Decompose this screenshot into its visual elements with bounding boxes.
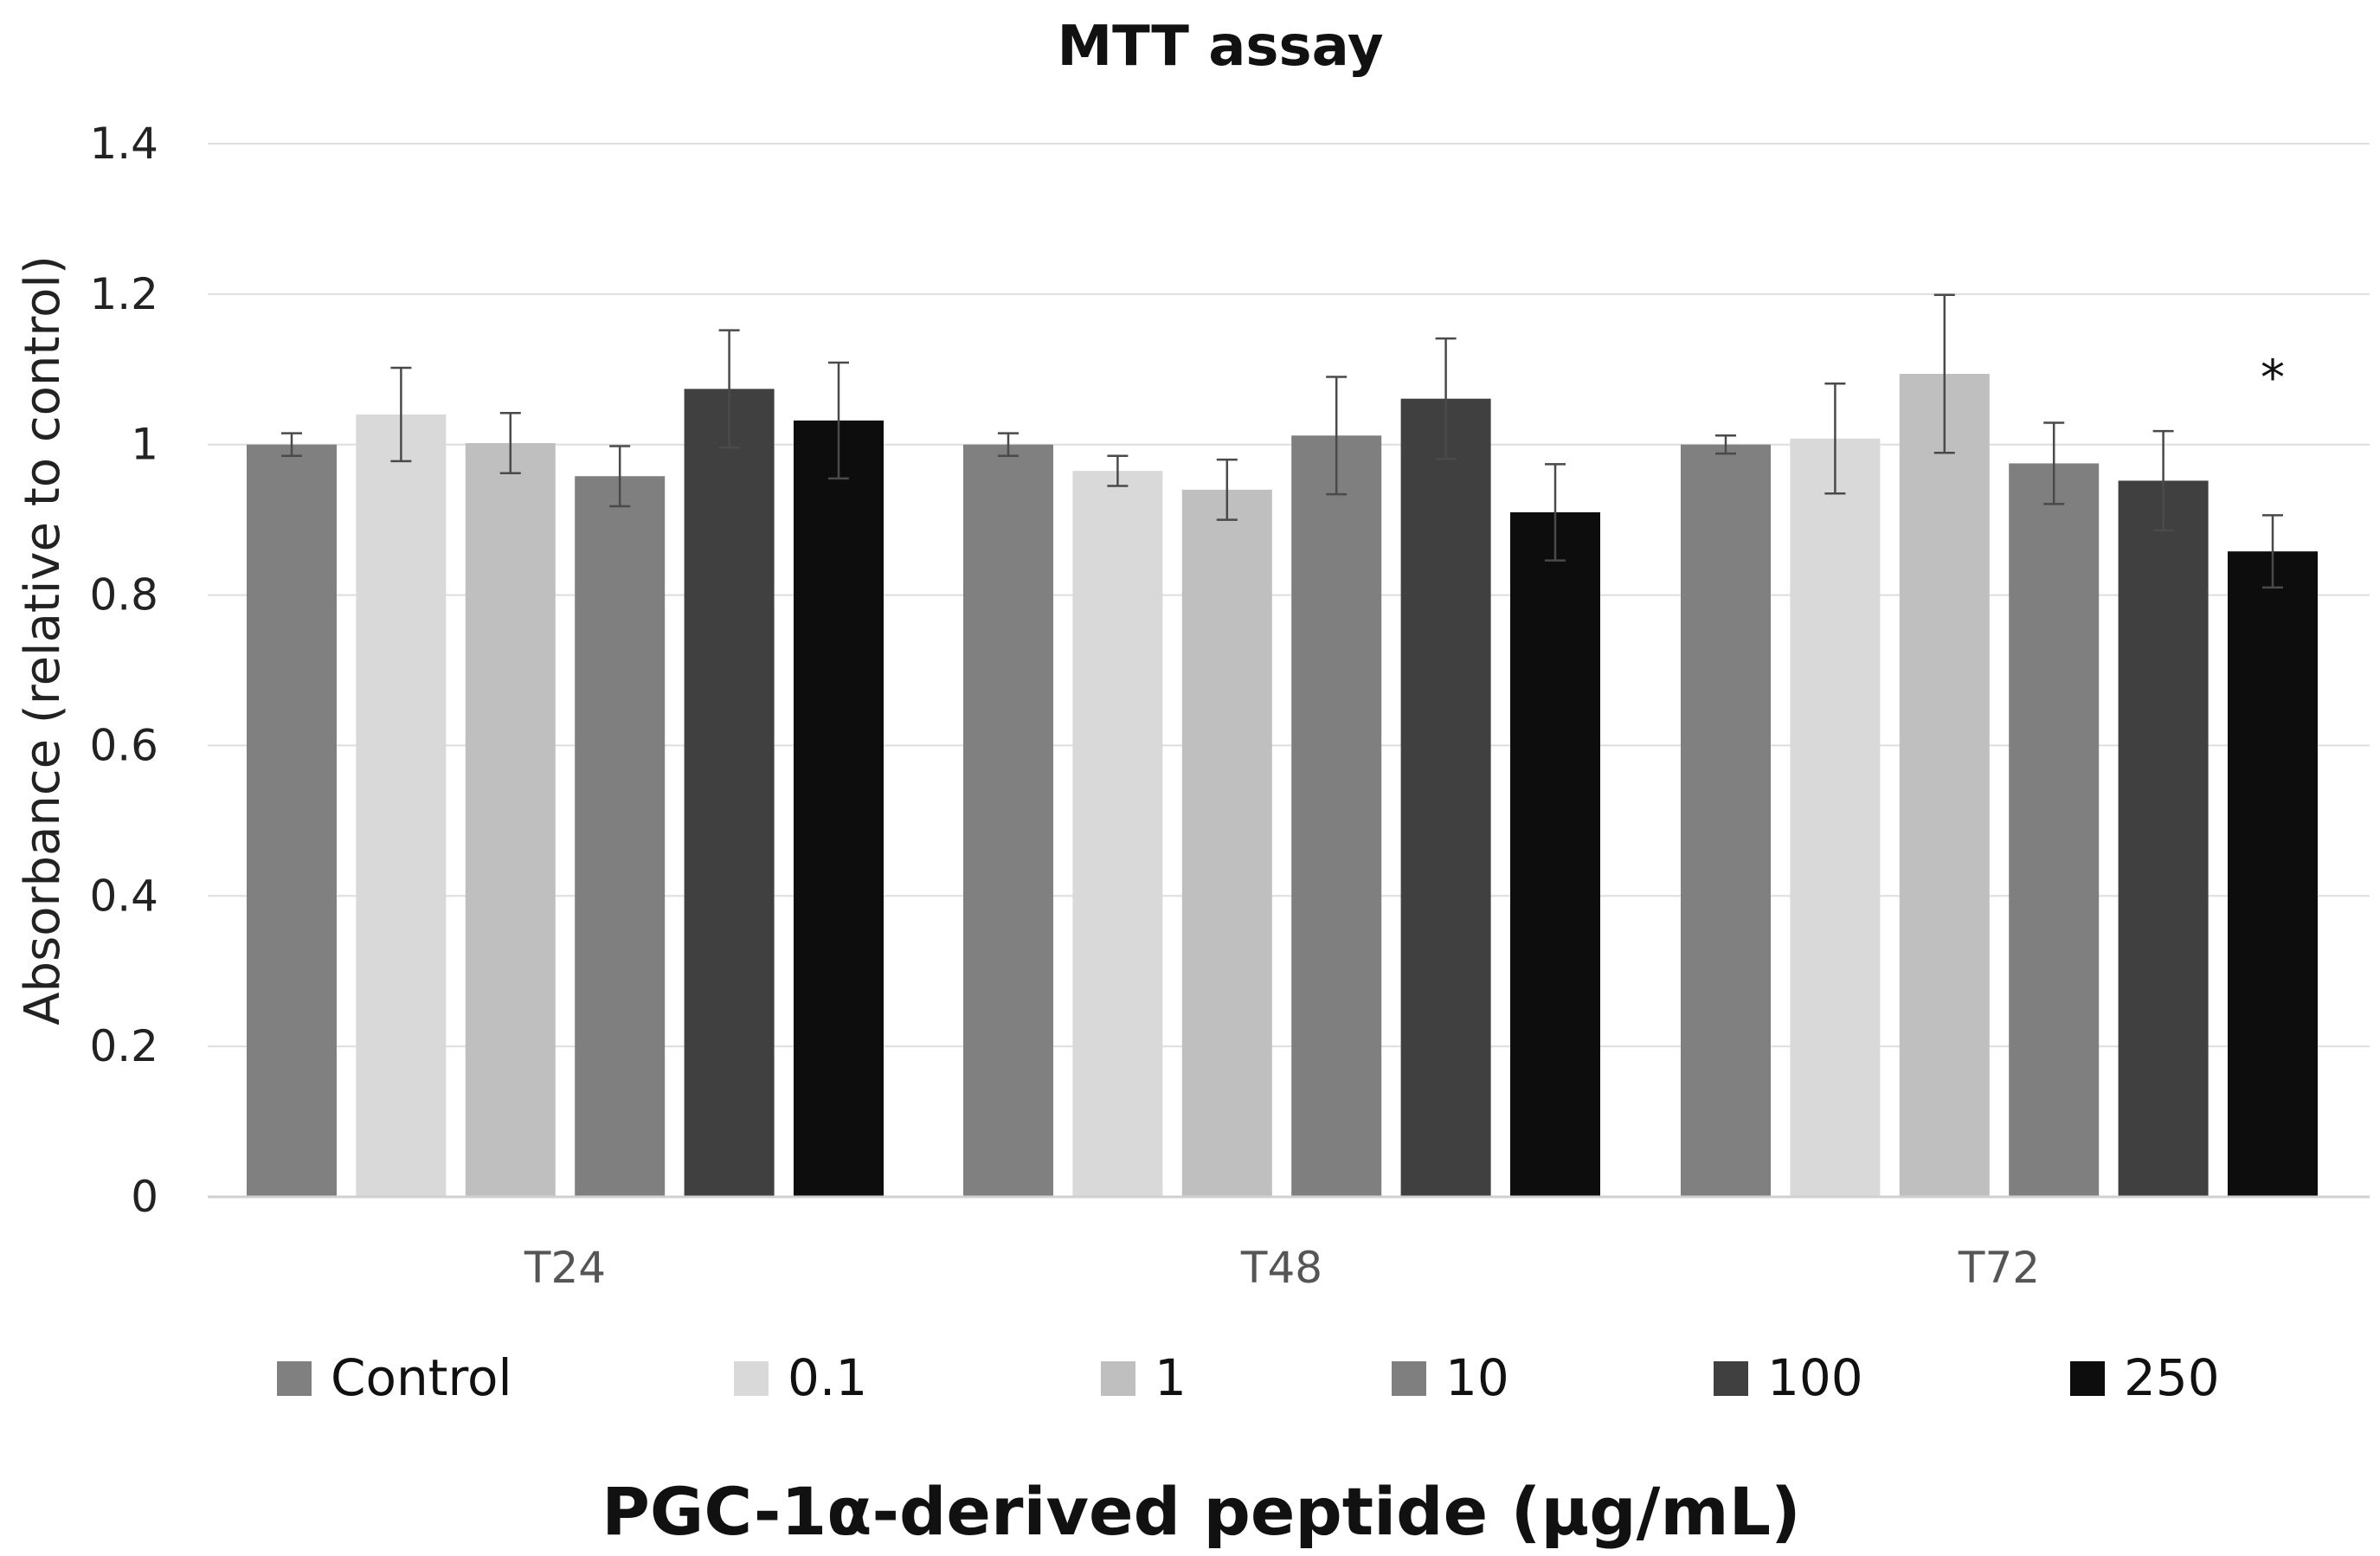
bar-t72-250 bbox=[2228, 551, 2318, 1197]
y-tick-label-5: 1 bbox=[131, 420, 158, 470]
bar-t48-1 bbox=[1181, 489, 1272, 1197]
bar-t72-control bbox=[1681, 444, 1771, 1197]
legend-item-250: 250 bbox=[2070, 1348, 2220, 1407]
bar-t48-250 bbox=[1510, 511, 1600, 1197]
legend-swatch-0 bbox=[277, 1361, 312, 1396]
bar-t48-10 bbox=[1291, 435, 1382, 1198]
gridlines bbox=[208, 143, 2370, 1048]
bar-t72-1 bbox=[1899, 374, 1990, 1197]
legend-label-5: 250 bbox=[2124, 1348, 2220, 1407]
x-category-label-t48: T48 bbox=[1240, 1243, 1322, 1293]
legend: Control 0.1 1 10 100 250 bbox=[277, 1348, 2220, 1407]
significance-marker-0: * bbox=[2261, 350, 2285, 406]
y-tick-label-2: 0.4 bbox=[89, 871, 158, 921]
legend-label-4: 100 bbox=[1767, 1348, 1863, 1407]
legend-label-2: 1 bbox=[1155, 1348, 1187, 1407]
legend-item-10: 10 bbox=[1392, 1348, 1509, 1407]
bar-t72-0_1 bbox=[1790, 438, 1881, 1197]
bar-t24-10 bbox=[575, 476, 666, 1197]
legend-item-control: Control bbox=[277, 1348, 512, 1407]
error-bars bbox=[281, 293, 2283, 589]
y-tick-label-4: 0.8 bbox=[89, 570, 158, 620]
bar-t24-250 bbox=[794, 420, 884, 1197]
y-tick-label-6: 1.2 bbox=[89, 269, 158, 319]
legend-item-0_1: 0.1 bbox=[734, 1348, 867, 1407]
y-tick-label-1: 0.2 bbox=[89, 1021, 158, 1071]
legend-item-1: 1 bbox=[1101, 1348, 1187, 1407]
y-tick-label-3: 0.6 bbox=[89, 720, 158, 770]
bar-t24-100 bbox=[684, 389, 775, 1197]
legend-swatch-3 bbox=[1392, 1361, 1426, 1396]
legend-swatch-4 bbox=[1714, 1361, 1748, 1396]
bar-t48-100 bbox=[1400, 398, 1491, 1197]
annotations: * bbox=[2261, 350, 2285, 406]
x-category-label-t24: T24 bbox=[524, 1243, 606, 1293]
bar-t24-0_1 bbox=[356, 414, 447, 1197]
bar-t48-control bbox=[963, 444, 1053, 1197]
chart-title: MTT assay bbox=[1057, 15, 1383, 79]
bar-t24-control bbox=[247, 444, 337, 1197]
x-axis-label: PGC-1α-derived peptide (µg/mL) bbox=[601, 1473, 1801, 1550]
bar-t72-100 bbox=[2118, 480, 2209, 1197]
legend-label-0: Control bbox=[331, 1348, 512, 1407]
y-tick-label-7: 1.4 bbox=[89, 119, 158, 169]
bar-t72-10 bbox=[2009, 463, 2100, 1197]
legend-swatch-2 bbox=[1101, 1361, 1135, 1396]
legend-swatch-5 bbox=[2070, 1361, 2105, 1396]
x-category-labels: T24 T48 T72 bbox=[524, 1243, 2040, 1293]
x-category-label-t72: T72 bbox=[1958, 1243, 2040, 1293]
legend-swatch-1 bbox=[734, 1361, 769, 1396]
bar-t24-1 bbox=[465, 442, 556, 1197]
bars bbox=[247, 374, 2318, 1198]
y-tick-labels: 0 0.2 0.4 0.6 0.8 1 1.2 1.4 bbox=[89, 119, 158, 1222]
legend-item-100: 100 bbox=[1714, 1348, 1863, 1407]
legend-label-1: 0.1 bbox=[788, 1348, 867, 1407]
legend-label-3: 10 bbox=[1445, 1348, 1509, 1407]
y-tick-label-0: 0 bbox=[131, 1172, 158, 1222]
bar-t48-0_1 bbox=[1072, 471, 1163, 1197]
y-axis-label: Absorbance (relative to control) bbox=[15, 255, 71, 1026]
